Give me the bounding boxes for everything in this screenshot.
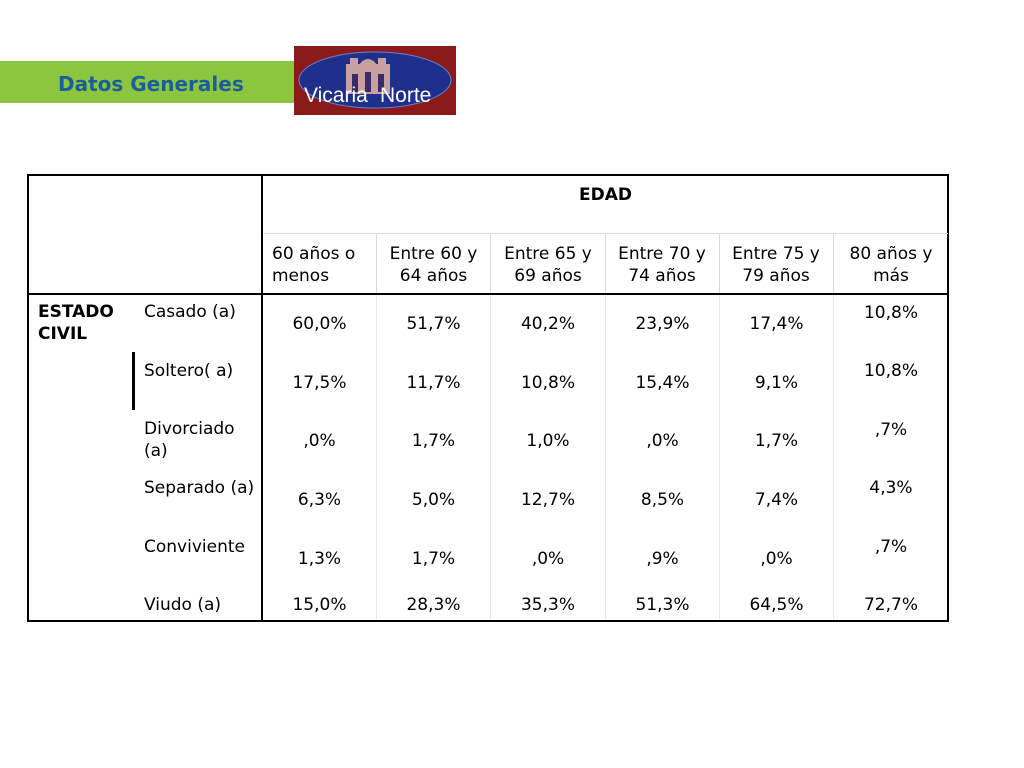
table-cell: 72,7%: [863, 595, 918, 615]
col-divider: [719, 295, 720, 620]
table-cell: 17,4%: [749, 314, 804, 334]
logo-text-norte: Norte: [380, 84, 431, 107]
col-divider: [833, 234, 834, 293]
table-cell: ,0%: [531, 549, 565, 569]
table-cell: 17,5%: [292, 373, 347, 393]
table-cell: 4,3%: [869, 478, 913, 498]
table-subheader-line: [263, 233, 948, 234]
table-cell: 51,7%: [406, 314, 461, 334]
header-band: [0, 61, 294, 103]
column-header: 80 años y más: [849, 244, 933, 286]
table-cell: 9,1%: [754, 373, 799, 393]
table-divider-horizontal: [27, 293, 949, 295]
table-cell: 8,5%: [640, 490, 685, 510]
page-title: Datos Generales: [58, 72, 244, 96]
table-cell: 1,0%: [526, 431, 570, 451]
table-cell: ,7%: [874, 420, 908, 440]
table-cell: ,9%: [646, 549, 679, 569]
table-cell: 7,4%: [754, 490, 799, 510]
column-header: Entre 60 y 64 años: [389, 244, 478, 286]
table-cell: 12,7%: [520, 490, 575, 510]
table-cell: ,0%: [646, 431, 679, 451]
table-cell: 1,7%: [754, 431, 799, 451]
group-header-edad: EDAD: [579, 185, 632, 205]
row-group-label: ESTADO CIVIL: [38, 302, 114, 344]
table-divider-vertical: [261, 174, 263, 622]
column-header: Entre 70 y 74 años: [618, 244, 706, 286]
column-header: Entre 75 y 79 años: [732, 244, 820, 286]
table-cell: 64,5%: [749, 595, 804, 615]
row-label: Divorciado (a): [144, 419, 235, 461]
col-divider: [833, 295, 834, 620]
table-cell: 28,3%: [406, 595, 461, 615]
col-divider: [376, 234, 377, 293]
row-label: Casado (a): [144, 302, 236, 322]
table-cell: ,0%: [303, 431, 336, 451]
table-cell: 1,7%: [411, 549, 456, 569]
table-cell: 1,7%: [411, 431, 456, 451]
col-divider: [490, 295, 491, 620]
table-cell: 23,9%: [635, 314, 690, 334]
table-cell: 60,0%: [292, 314, 347, 334]
table-cell: 40,2%: [520, 314, 575, 334]
row-label: Separado (a): [144, 478, 255, 498]
table-cell: 10,8%: [520, 373, 575, 393]
col-divider: [605, 295, 606, 620]
table-cell: 1,3%: [297, 549, 342, 569]
table-cell: 15,0%: [292, 595, 347, 615]
table-cell: 11,7%: [406, 373, 461, 393]
table-cell: 5,0%: [411, 490, 456, 510]
table-cell: 10,8%: [863, 303, 918, 323]
table-cell: 15,4%: [635, 373, 690, 393]
table-cell: 10,8%: [863, 361, 918, 381]
column-header: 60 años o menos: [272, 244, 356, 286]
col-divider: [719, 234, 720, 293]
row-label: Soltero( a): [144, 361, 234, 381]
table-cell: ,0%: [760, 549, 793, 569]
row-label: Conviviente: [144, 537, 245, 557]
col-divider: [490, 234, 491, 293]
table-cell: 35,3%: [520, 595, 575, 615]
vicaria-norte-logo: Vicaria Norte: [294, 46, 456, 115]
row-bracket: [132, 352, 135, 410]
column-header: Entre 65 y 69 años: [504, 244, 592, 286]
table-cell: 6,3%: [297, 490, 342, 510]
col-divider: [376, 295, 377, 620]
table-cell: 51,3%: [635, 595, 690, 615]
row-label: Viudo (a): [144, 595, 222, 615]
logo-text-vicaria: Vicaria: [304, 84, 368, 107]
table-cell: ,7%: [874, 537, 908, 557]
col-divider: [605, 234, 606, 293]
